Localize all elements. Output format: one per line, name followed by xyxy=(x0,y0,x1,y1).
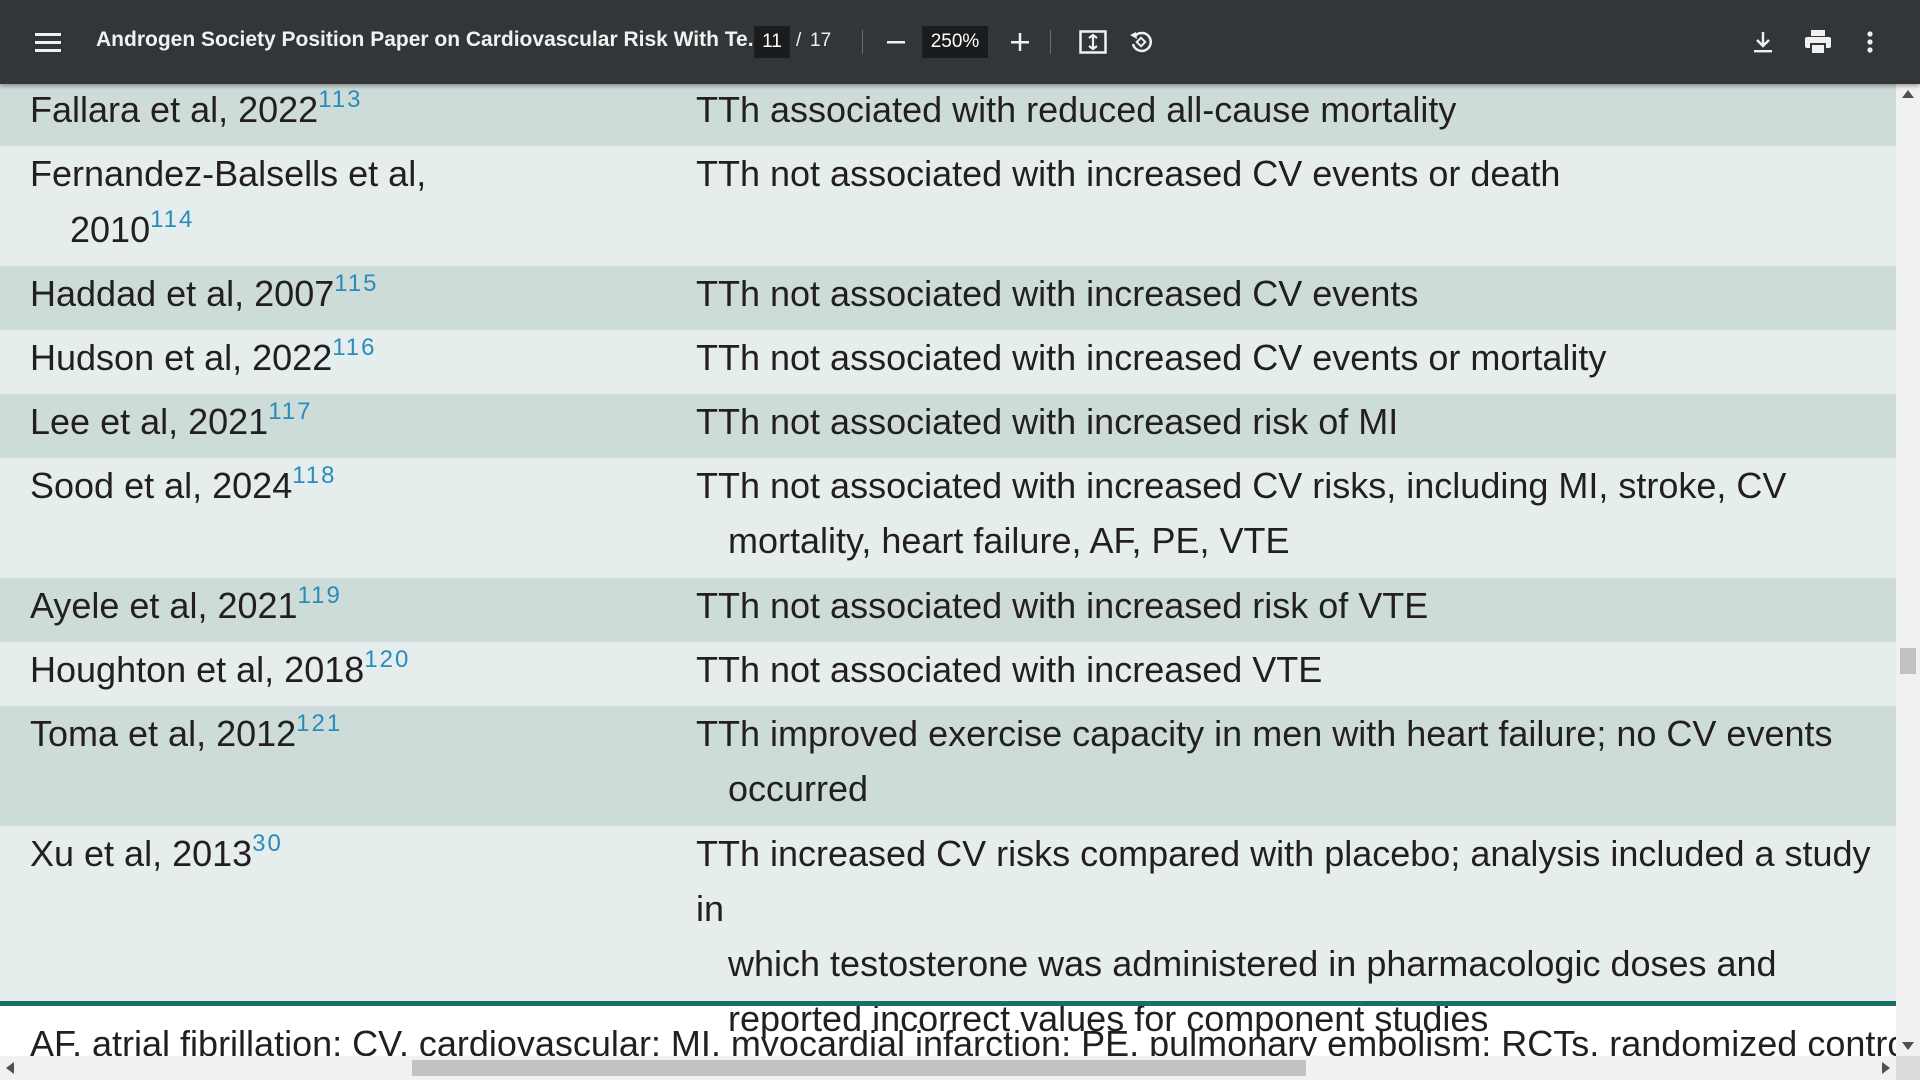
finding-text: TTh not associated with increased VTE xyxy=(696,649,1323,690)
horizontal-scroll-thumb[interactable] xyxy=(412,1060,1306,1076)
table-row: Haddad et al, 2007115 TTh not associated … xyxy=(0,266,1896,330)
finding-cell: TTh not associated with increased CV eve… xyxy=(696,330,1876,385)
download-icon[interactable] xyxy=(1746,26,1780,58)
finding-cell: TTh not associated with increased VTE xyxy=(696,642,1876,697)
study-text: Sood et al, 2024 xyxy=(30,465,293,506)
scroll-up-arrow-icon[interactable] xyxy=(1902,90,1914,98)
table-row: Xu et al, 201330 TTh increased CV risks c… xyxy=(0,826,1896,1039)
study-text: Fernandez-Balsells et al, xyxy=(30,153,427,194)
finding-cell: TTh improved exercise capacity in men wi… xyxy=(696,706,1876,816)
zoom-out-minus-icon[interactable] xyxy=(880,26,912,58)
document-title: Androgen Society Position Paper on Cardi… xyxy=(96,28,766,51)
zoom-level-input[interactable]: 250% xyxy=(922,26,988,58)
fit-to-page-icon[interactable] xyxy=(1076,26,1110,58)
page-total: 17 xyxy=(810,30,832,51)
study-cell: Lee et al, 2021117 xyxy=(30,394,312,450)
table-bottom-rule xyxy=(0,1001,1896,1006)
reference-number[interactable]: 121 xyxy=(296,710,343,737)
finding-text: mortality, heart failure, AF, PE, VTE xyxy=(728,520,1290,561)
print-icon[interactable] xyxy=(1800,26,1836,58)
study-cell: Xu et al, 201330 xyxy=(30,826,283,882)
finding-text: TTh not associated with increased CV ris… xyxy=(696,465,1787,506)
table-row: Toma et al, 2012121 TTh improved exercise… xyxy=(0,706,1896,826)
scroll-right-arrow-icon[interactable] xyxy=(1882,1062,1890,1074)
reference-number[interactable]: 114 xyxy=(150,206,195,233)
reference-number[interactable]: 116 xyxy=(332,334,377,361)
pdf-toolbar: Androgen Society Position Paper on Cardi… xyxy=(0,0,1920,84)
finding-cell: TTh not associated with increased CV eve… xyxy=(696,146,1876,201)
finding-cell: TTh not associated with increased risk o… xyxy=(696,394,1876,449)
toolbar-divider xyxy=(1050,30,1051,54)
reference-number[interactable]: 115 xyxy=(334,270,379,297)
study-text: Lee et al, 2021 xyxy=(30,401,269,442)
study-text: Fallara et al, 2022 xyxy=(30,89,319,130)
study-cell: Fernandez-Balsells et al, 2010114 xyxy=(30,146,426,258)
study-cell: Haddad et al, 2007115 xyxy=(30,266,379,322)
study-cell: Sood et al, 2024118 xyxy=(30,458,336,514)
table-row: Hudson et al, 2022116 TTh not associated … xyxy=(0,330,1896,394)
finding-text: TTh increased CV risks compared with pla… xyxy=(696,833,1871,929)
finding-cell: TTh increased CV risks compared with pla… xyxy=(696,826,1876,1046)
zoom-in-plus-icon[interactable] xyxy=(1004,26,1036,58)
finding-text: TTh not associated with increased CV eve… xyxy=(696,273,1419,314)
finding-text: which testosterone was administered in p… xyxy=(728,943,1777,984)
finding-text: TTh not associated with increased CV eve… xyxy=(696,337,1607,378)
rotate-counterclockwise-icon[interactable] xyxy=(1124,26,1158,58)
study-cell: Toma et al, 2012121 xyxy=(30,706,342,762)
table-row: Houghton et al, 2018120 TTh not associate… xyxy=(0,642,1896,706)
scrollbar-corner xyxy=(1896,1056,1920,1080)
study-cell: Houghton et al, 2018120 xyxy=(30,642,410,698)
scroll-left-arrow-icon[interactable] xyxy=(6,1062,14,1074)
study-text: Ayele et al, 2021 xyxy=(30,585,298,626)
finding-cell: TTh not associated with increased risk o… xyxy=(696,578,1876,633)
toolbar-divider xyxy=(862,30,863,54)
finding-cell: TTh not associated with increased CV ris… xyxy=(696,458,1876,568)
scroll-down-arrow-icon[interactable] xyxy=(1902,1042,1914,1050)
more-vertical-icon[interactable] xyxy=(1856,26,1884,58)
finding-text: TTh not associated with increased risk o… xyxy=(696,585,1429,626)
study-text: Hudson et al, 2022 xyxy=(30,337,333,378)
table-row: Ayele et al, 2021119 TTh not associated w… xyxy=(0,578,1896,642)
finding-text: TTh not associated with increased risk o… xyxy=(696,401,1399,442)
table-row: Lee et al, 2021117 TTh not associated wit… xyxy=(0,394,1896,458)
horizontal-scrollbar[interactable] xyxy=(0,1056,1896,1080)
study-text: 2010 xyxy=(70,209,151,250)
study-cell: Fallara et al, 2022113 xyxy=(30,84,362,138)
table-row: Fernandez-Balsells et al, 2010114 TTh not … xyxy=(0,146,1896,266)
finding-cell: TTh not associated with increased CV eve… xyxy=(696,266,1876,321)
study-text: Haddad et al, 2007 xyxy=(30,273,335,314)
reference-number[interactable]: 30 xyxy=(252,830,283,857)
document-viewport[interactable]: Fallara et al, 2022113 TTh associated wit… xyxy=(0,84,1896,1056)
vertical-scroll-thumb[interactable] xyxy=(1900,648,1916,674)
study-text: Houghton et al, 2018 xyxy=(30,649,365,690)
table-footnote: AF, atrial fibrillation; CV, cardiovascu… xyxy=(30,1023,1896,1056)
reference-number[interactable]: 117 xyxy=(268,398,313,425)
finding-text: TTh associated with reduced all-cause mo… xyxy=(696,89,1457,130)
finding-text: TTh improved exercise capacity in men wi… xyxy=(696,713,1833,754)
finding-text: occurred xyxy=(728,768,869,809)
study-text: Toma et al, 2012 xyxy=(30,713,297,754)
table-row: Fallara et al, 2022113 TTh associated wit… xyxy=(0,84,1896,146)
page-number-input[interactable]: 11 xyxy=(754,26,790,58)
reference-number[interactable]: 118 xyxy=(292,462,337,489)
finding-cell: TTh associated with reduced all-cause mo… xyxy=(696,84,1876,137)
reference-number[interactable]: 113 xyxy=(318,86,363,113)
table-row: Sood et al, 2024118 TTh not associated wi… xyxy=(0,458,1896,578)
study-text: Xu et al, 2013 xyxy=(30,833,253,874)
hamburger-menu-icon[interactable] xyxy=(30,26,66,58)
study-cell: Ayele et al, 2021119 xyxy=(30,578,342,634)
study-cell: Hudson et al, 2022116 xyxy=(30,330,377,386)
page-separator: / xyxy=(796,30,802,51)
vertical-scrollbar[interactable] xyxy=(1896,84,1920,1056)
finding-text: TTh not associated with increased CV eve… xyxy=(696,153,1561,194)
reference-number[interactable]: 119 xyxy=(297,582,342,609)
reference-number[interactable]: 120 xyxy=(364,646,411,673)
